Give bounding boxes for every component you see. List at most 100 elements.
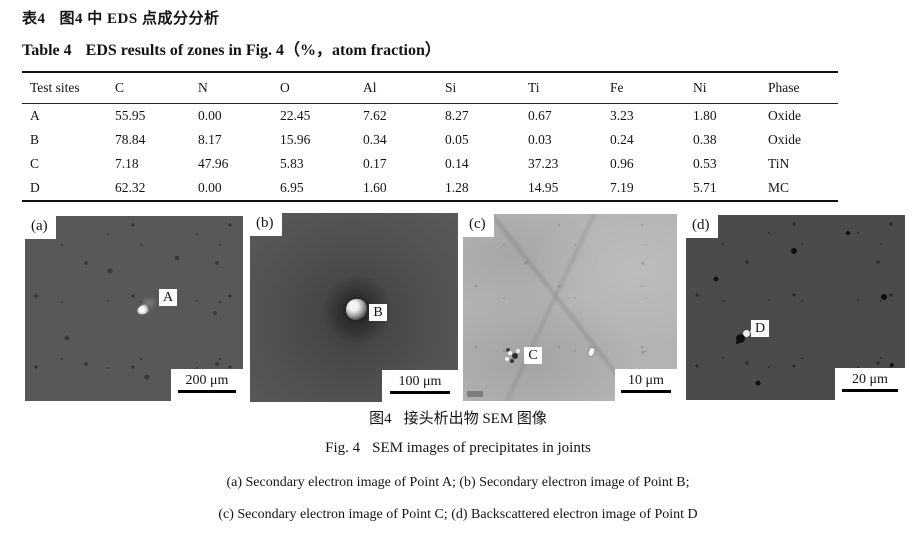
column-header: N: [190, 72, 272, 104]
value-cell: 0.17: [363, 156, 387, 171]
column-header: Al: [355, 72, 437, 104]
test-site-cell: D: [30, 180, 40, 195]
value-cell: 78.84: [115, 132, 146, 147]
eds-point-label-c: C: [524, 347, 542, 364]
phase-cell: TiN: [768, 156, 790, 171]
scale-bar-label: 20 μm: [852, 372, 888, 387]
figure-caption-english: Fig. 4 SEM images of precipitates in join…: [0, 440, 916, 457]
value-cell: 0.38: [693, 132, 717, 147]
column-header: Ni: [685, 72, 760, 104]
table-number-cn: 表4: [22, 11, 46, 27]
column-header: Phase: [760, 72, 838, 104]
value-cell: 1.80: [693, 108, 717, 123]
table-row: C 7.18 47.96 5.83 0.17 0.14 37.23 0.96 0.53 TiN: [22, 152, 838, 176]
column-header: Test sites: [22, 72, 107, 104]
sem-image-panel-c: (c) C 10 μm: [463, 214, 677, 401]
value-cell: 6.95: [280, 180, 304, 195]
value-cell: 0.53: [693, 156, 717, 171]
phase-cell: Oxide: [768, 108, 801, 123]
micro-annotation: [467, 391, 483, 397]
value-cell: 0.34: [363, 132, 387, 147]
phase-cell: Oxide: [768, 132, 801, 147]
column-header: Si: [437, 72, 520, 104]
panel-letter-label: (a): [25, 216, 56, 239]
panel-letter-label: (d): [686, 215, 718, 238]
scale-bar-line: [621, 390, 671, 393]
table-title-english: Table 4 EDS results of zones in Fig. 4（%，…: [22, 36, 441, 60]
table-number-en: Table 4: [22, 42, 72, 59]
column-header: Fe: [602, 72, 685, 104]
table-title-cn-text: 图4 中 EDS 点成分分析: [59, 11, 220, 27]
scale-bar-a: 200 μm: [171, 369, 243, 401]
value-cell: 0.96: [610, 156, 634, 171]
table-row: A 55.95 0.00 22.45 7.62 8.27 0.67 3.23 1.80 Oxide: [22, 104, 838, 129]
precipitate-particle-a: [135, 302, 152, 317]
value-cell: 15.96: [280, 132, 311, 147]
test-site-cell: B: [30, 132, 40, 147]
value-cell: 62.32: [115, 180, 146, 195]
value-cell: 5.71: [693, 180, 717, 195]
table-title-chinese: 表4 图4 中 EDS 点成分分析: [22, 7, 219, 28]
column-header: Ti: [520, 72, 602, 104]
table-header-row: Test sites C N O Al Si Ti Fe Ni Phase: [22, 72, 838, 104]
subcaption-a-b: (a) Secondary electron image of Point A;…: [226, 475, 690, 490]
value-cell: 7.18: [115, 156, 139, 171]
figure-caption-en-text: SEM images of precipitates in joints: [372, 440, 591, 456]
value-cell: 8.17: [198, 132, 222, 147]
eds-point-label-a: A: [159, 289, 177, 306]
value-cell: 0.03: [528, 132, 552, 147]
precipitate-particle-b: [346, 299, 367, 320]
value-cell: 3.23: [610, 108, 634, 123]
scale-bar-line: [842, 389, 898, 392]
eds-point-label-b: B: [369, 304, 387, 321]
phase-cell: MC: [768, 180, 790, 195]
subcaption-c-d: (c) Secondary electron image of Point C;…: [218, 507, 698, 522]
figure-number-cn: 图4: [369, 411, 392, 427]
sem-image-panel-d: (d) D 20 μm: [686, 215, 905, 400]
scale-bar-line: [178, 390, 236, 393]
value-cell: 8.27: [445, 108, 469, 123]
figure-caption-cn-text: 接头析出物 SEM 图像: [403, 411, 547, 427]
value-cell: 0.24: [610, 132, 634, 147]
value-cell: 0.05: [445, 132, 469, 147]
small-speck: [587, 347, 596, 357]
value-cell: 1.60: [363, 180, 387, 195]
scale-bar-line: [389, 391, 451, 394]
sem-image-panel-b: (b) B 100 μm: [250, 213, 458, 402]
value-cell: 37.23: [528, 156, 559, 171]
value-cell: 1.28: [445, 180, 469, 195]
value-cell: 0.00: [198, 180, 222, 195]
value-cell: 0.00: [198, 108, 222, 123]
eds-results-table: Test sites C N O Al Si Ti Fe Ni Phase A 55.95 0.00 2…: [22, 71, 838, 202]
panel-letter-label: (c): [463, 214, 494, 237]
test-site-cell: C: [30, 156, 40, 171]
value-cell: 7.62: [363, 108, 387, 123]
value-cell: 14.95: [528, 180, 559, 195]
scale-bar-label: 10 μm: [628, 373, 664, 388]
scale-bar-b: 100 μm: [382, 370, 458, 402]
value-cell: 47.96: [198, 156, 229, 171]
table-row: D 62.32 0.00 6.95 1.60 1.28 14.95 7.19 5.71 MC: [22, 176, 838, 201]
eds-point-label-d: D: [751, 320, 769, 337]
scale-bar-label: 100 μm: [398, 374, 442, 389]
value-cell: 0.67: [528, 108, 552, 123]
table-title-en-text: EDS results of zones in Fig. 4（%，atom fr…: [85, 42, 441, 59]
scale-bar-label: 200 μm: [185, 373, 229, 388]
value-cell: 55.95: [115, 108, 146, 123]
figure-caption-chinese: 图4 接头析出物 SEM 图像: [0, 407, 916, 428]
panel-letter-label: (b): [250, 213, 282, 236]
figure-number-en: Fig. 4: [325, 440, 361, 456]
value-cell: 0.14: [445, 156, 469, 171]
column-header: C: [107, 72, 190, 104]
table-body: A 55.95 0.00 22.45 7.62 8.27 0.67 3.23 1.80 Oxide…: [22, 104, 838, 202]
table-row: B 78.84 8.17 15.96 0.34 0.05 0.03 0.24 0.38 Oxide: [22, 128, 838, 152]
value-cell: 22.45: [280, 108, 311, 123]
precipitate-particle-c: [508, 351, 512, 355]
sem-image-panel-a: (a) A 200 μm: [25, 216, 243, 401]
scale-bar-c: 10 μm: [615, 369, 677, 401]
column-header: O: [272, 72, 355, 104]
value-cell: 7.19: [610, 180, 634, 195]
test-site-cell: A: [30, 108, 40, 123]
precipitate-particle-d: [736, 334, 745, 343]
